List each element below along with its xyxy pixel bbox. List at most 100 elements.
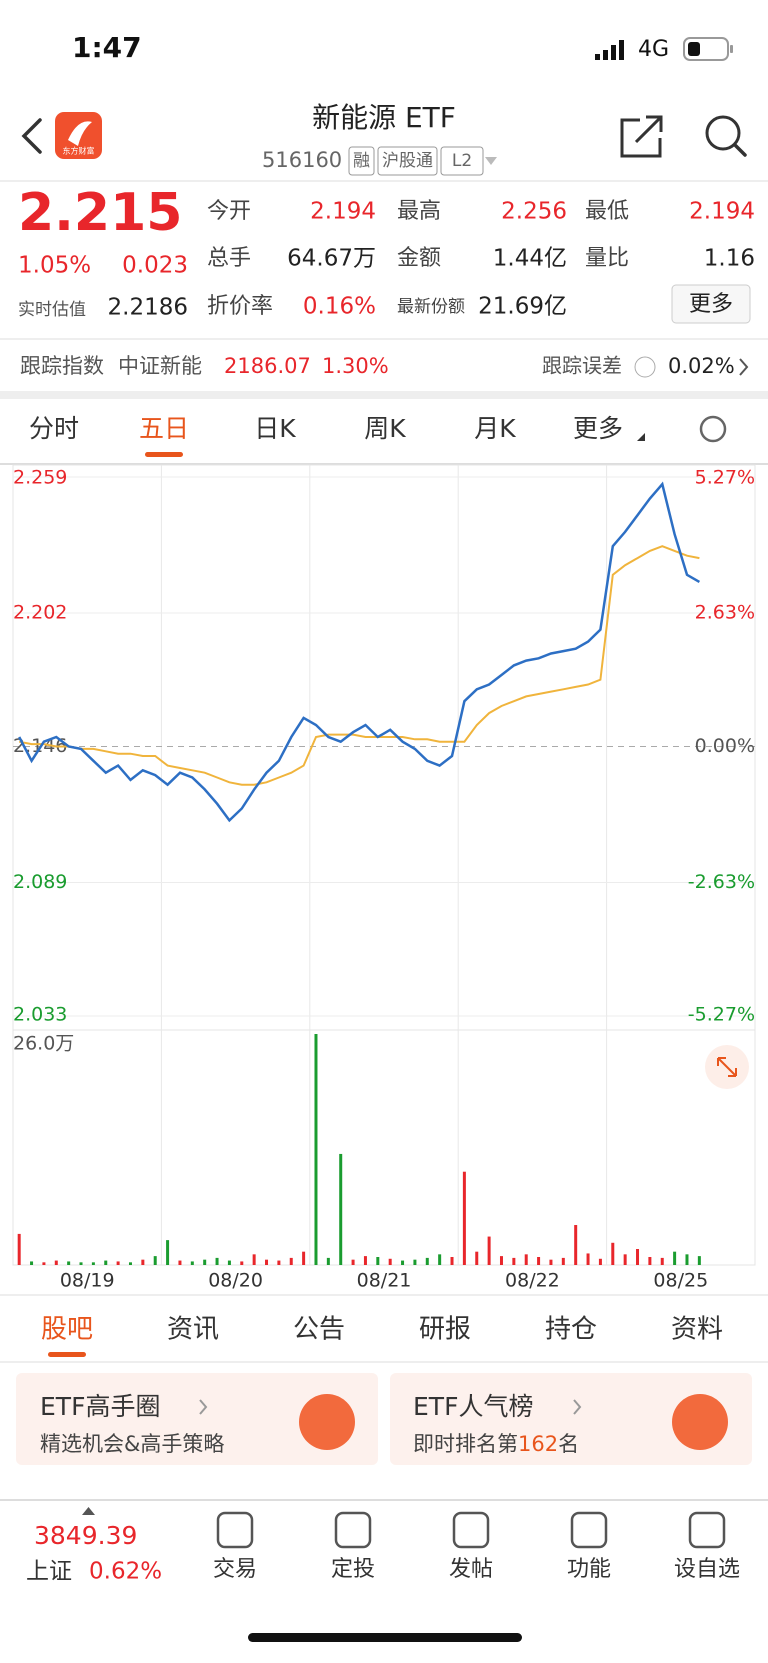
volume-bar	[42, 1262, 46, 1265]
volume-bar	[67, 1261, 71, 1265]
volume-bar	[302, 1251, 306, 1265]
volume-bar	[537, 1257, 541, 1265]
more-label[interactable]: 更多	[689, 292, 733, 317]
volume-bar	[79, 1262, 83, 1265]
volume-bar	[166, 1240, 170, 1265]
y2-tick-label: 0.00%	[695, 735, 755, 757]
toolbar-icon[interactable]	[334, 1511, 372, 1549]
average-line	[19, 545, 700, 786]
volume-bar	[499, 1256, 503, 1265]
toolbar-label[interactable]: 定投	[331, 1557, 375, 1582]
signal-icon	[595, 40, 624, 60]
index-pct: 0.62%	[89, 1559, 162, 1585]
volume-bar	[190, 1261, 194, 1265]
volume-bar	[524, 1254, 528, 1265]
content-tab[interactable]: 股吧	[41, 1315, 93, 1345]
content-tab[interactable]: 资料	[671, 1315, 723, 1345]
y-tick-label: 2.033	[13, 1004, 67, 1026]
field-label: 今开	[207, 199, 251, 224]
x-tick-label: 08/25	[653, 1270, 708, 1292]
field-value: 1.44亿	[493, 246, 567, 272]
volume-bar	[697, 1256, 701, 1265]
status-time: 1:47	[72, 31, 142, 64]
index-value: 3849.39	[34, 1521, 137, 1550]
status-network: 4G	[638, 37, 669, 62]
nav-code: 516160	[262, 148, 342, 172]
field-label: 量比	[585, 246, 629, 271]
volume-bar	[586, 1253, 590, 1265]
volume-bar	[425, 1257, 429, 1265]
field-value: 21.69亿	[478, 294, 567, 320]
volume-bar	[252, 1254, 256, 1265]
toolbar-label[interactable]: 设自选	[674, 1557, 740, 1582]
content-tab[interactable]: 研报	[419, 1315, 471, 1345]
expand-icon	[717, 1057, 737, 1077]
volume-bar	[289, 1257, 293, 1265]
change-percent: 1.05%	[18, 253, 91, 279]
x-tick-label: 08/22	[505, 1270, 560, 1292]
chart-tab[interactable]: 周K	[364, 414, 406, 443]
toolbar-icon[interactable]	[688, 1511, 726, 1549]
volume-bar	[636, 1249, 640, 1265]
toolbar-label[interactable]: 交易	[213, 1557, 257, 1582]
volume-bar	[438, 1254, 442, 1265]
more-arrow	[637, 433, 645, 441]
chart-tab[interactable]: 分时	[29, 414, 79, 443]
volume-bar	[265, 1259, 269, 1265]
volume-bar	[561, 1257, 565, 1265]
home-indicator	[248, 1633, 522, 1642]
y2-tick-label: -2.63%	[688, 871, 755, 893]
y-tick-label: 2.259	[13, 467, 67, 489]
chart-tab[interactable]: 更多	[573, 414, 623, 443]
chart-tab[interactable]: 月K	[474, 414, 516, 443]
chart-tab[interactable]: 日K	[254, 414, 296, 443]
chart-tab[interactable]: 五日	[139, 414, 189, 443]
field-value: 2.256	[501, 199, 567, 225]
card-subtitle-part: 名	[558, 1432, 579, 1456]
y2-tick-label: -5.27%	[688, 1004, 755, 1026]
estimate-label: 实时估值	[18, 300, 86, 320]
volume-bar	[450, 1257, 454, 1265]
card-subtitle: 精选机会&高手策略	[40, 1432, 224, 1456]
volume-bar	[487, 1236, 491, 1265]
track-error-label: 跟踪误差	[542, 354, 622, 378]
share-button[interactable]	[620, 115, 663, 158]
card[interactable]	[16, 1373, 378, 1465]
toolbar-label[interactable]: 功能	[567, 1557, 611, 1582]
tag: 沪股通	[382, 151, 433, 171]
toolbar-label[interactable]: 发帖	[449, 1557, 493, 1582]
volume-bar	[475, 1251, 479, 1265]
tab-underline	[145, 452, 183, 457]
field-label: 金额	[397, 246, 441, 271]
card-title: ETF人气榜	[413, 1392, 533, 1421]
volume-bar	[549, 1259, 553, 1265]
track-pct: 1.30%	[322, 354, 389, 378]
card[interactable]	[390, 1373, 752, 1465]
content-tab[interactable]: 资讯	[167, 1315, 219, 1345]
chevron	[199, 1399, 208, 1415]
volume-bar	[314, 1034, 318, 1265]
volume-bar	[611, 1242, 615, 1265]
y-tick-label: 2.202	[13, 601, 67, 623]
toolbar-icon[interactable]	[570, 1511, 608, 1549]
field-value: 2.194	[689, 199, 755, 225]
more-button[interactable]	[671, 284, 751, 324]
search-button[interactable]	[705, 115, 747, 157]
toolbar-icon[interactable]	[216, 1511, 254, 1549]
dropdown-arrow[interactable]	[485, 157, 497, 165]
volume-bar	[512, 1257, 516, 1265]
volume-bar	[277, 1260, 281, 1265]
volume-bar	[326, 1257, 330, 1265]
volume-bar	[30, 1261, 34, 1265]
content-tab[interactable]: 公告	[293, 1315, 345, 1345]
field-value: 64.67万	[287, 246, 376, 272]
track-index: 中证新能	[118, 354, 202, 378]
content-tab[interactable]: 持仓	[545, 1315, 597, 1345]
back-button[interactable]	[21, 118, 42, 154]
volume-bar	[574, 1225, 578, 1265]
estimate-value: 2.2186	[108, 295, 188, 321]
toolbar-icon[interactable]	[452, 1511, 490, 1549]
settings-button[interactable]	[699, 415, 727, 443]
tag: L2	[452, 151, 472, 171]
